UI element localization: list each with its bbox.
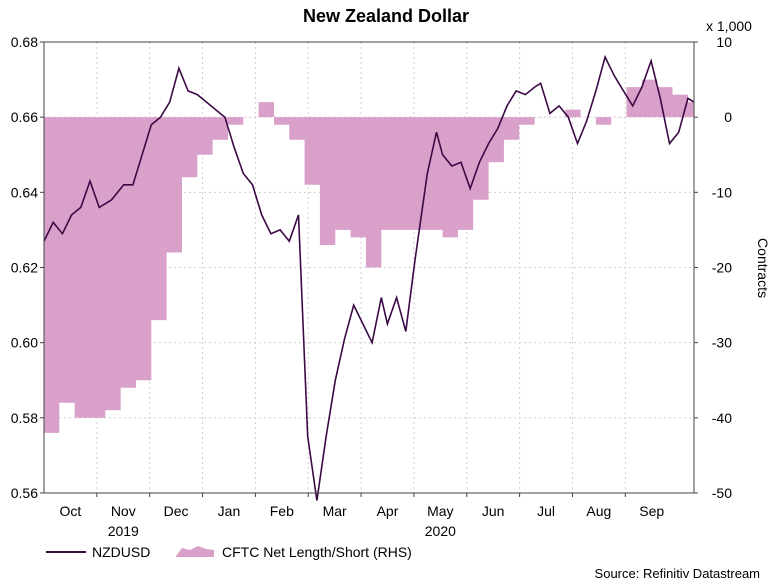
right-tick-label: -10 — [712, 184, 732, 200]
left-tick-label: 0.56 — [11, 485, 38, 501]
month-label: Mar — [323, 503, 347, 519]
month-label: Sep — [639, 503, 664, 519]
nzdusd-line-series — [43, 54, 695, 501]
source-note: Source: Refinitiv Datastream — [595, 566, 760, 581]
month-label: May — [427, 503, 453, 519]
right-axis: 10 0 -10 -20 -30 -40 -50 — [694, 34, 732, 501]
left-tick-label: 0.68 — [11, 34, 38, 50]
x-axis: Oct Nov Dec Jan Feb Mar Apr May Jun Jul Aug Sep 2019… — [60, 493, 664, 539]
month-label: Dec — [164, 503, 189, 519]
year-label: 2020 — [425, 523, 456, 539]
legend-swatch-cftc — [176, 546, 214, 557]
left-tick-label: 0.58 — [11, 410, 38, 426]
cftc-area — [44, 79, 694, 433]
month-label: Oct — [60, 503, 82, 519]
left-tick-label: 0.62 — [11, 260, 38, 276]
cftc-area-series — [44, 79, 694, 433]
right-tick-label: 10 — [716, 34, 732, 50]
month-label: Aug — [586, 503, 611, 519]
right-axis-multiplier: x 1,000 — [706, 18, 752, 34]
left-axis: 0.68 0.66 0.64 0.62 0.60 0.58 0.56 — [11, 34, 44, 501]
right-tick-label: -20 — [712, 260, 732, 276]
right-tick-label: -30 — [712, 335, 732, 351]
month-label: Nov — [111, 503, 136, 519]
month-label: Apr — [377, 503, 399, 519]
nzdusd-line — [43, 54, 695, 501]
left-tick-label: 0.64 — [11, 184, 38, 200]
right-tick-label: 0 — [724, 109, 732, 125]
right-tick-label: -50 — [712, 485, 732, 501]
month-label: Jul — [537, 503, 555, 519]
month-label: Feb — [270, 503, 294, 519]
year-label: 2019 — [108, 523, 139, 539]
legend: NZDUSD CFTC Net Length/Short (RHS) — [46, 544, 412, 560]
right-tick-label: -40 — [712, 410, 732, 426]
month-label: Jun — [482, 503, 505, 519]
month-label: Jan — [218, 503, 241, 519]
right-axis-label: Contracts — [755, 238, 771, 298]
left-tick-label: 0.60 — [11, 335, 38, 351]
legend-label-cftc: CFTC Net Length/Short (RHS) — [222, 544, 412, 560]
left-tick-label: 0.66 — [11, 109, 38, 125]
legend-label-nzdusd: NZDUSD — [92, 544, 150, 560]
chart-title: New Zealand Dollar — [303, 6, 469, 26]
